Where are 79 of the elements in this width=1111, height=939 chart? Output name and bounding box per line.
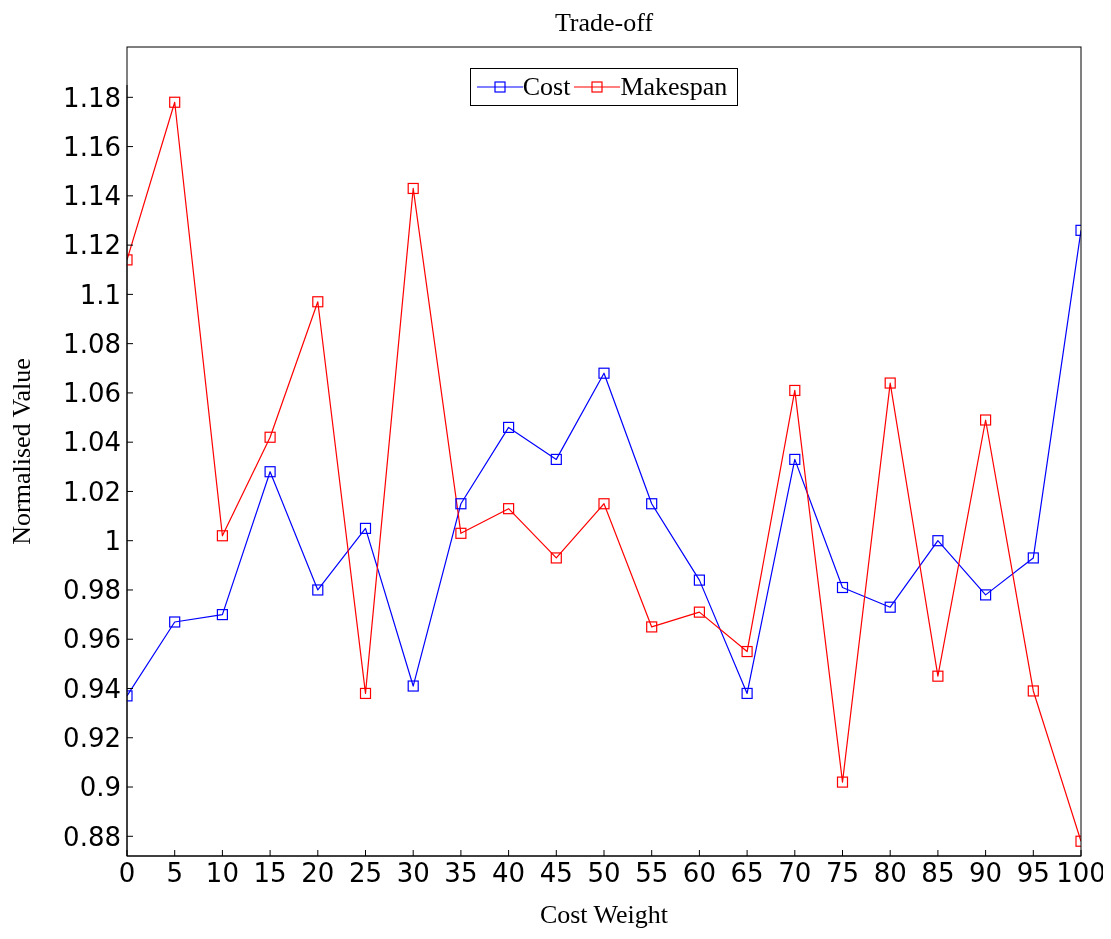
x-tick-label: 70 [778, 858, 812, 889]
y-tick-label: 0.9 [79, 772, 121, 803]
point [550, 453, 562, 466]
point [693, 606, 705, 618]
x-tick-label: 85 [921, 858, 955, 889]
point [312, 296, 324, 308]
point [789, 384, 801, 397]
x-tick-label: 30 [396, 858, 430, 889]
x-tick-label: 0 [118, 858, 136, 889]
y-tick-label: 1.12 [63, 230, 121, 261]
point [598, 367, 610, 379]
x-tick-label: 60 [682, 858, 716, 889]
point [312, 584, 324, 596]
point [1027, 685, 1039, 697]
point [884, 377, 896, 389]
point [598, 498, 610, 510]
point [359, 522, 372, 534]
chart-title: Trade-off [553, 8, 655, 38]
point [980, 414, 992, 426]
x-tick-label: 40 [492, 858, 526, 889]
y-tick-label: 0.96 [63, 624, 121, 655]
point [741, 645, 753, 658]
point [455, 498, 467, 510]
y-tick-label: 1.04 [63, 427, 121, 458]
point [789, 453, 801, 466]
x-tick-label: 50 [587, 858, 621, 889]
point [932, 535, 944, 547]
point [836, 581, 849, 594]
point [1027, 552, 1039, 564]
y-tick-label: 1.06 [63, 378, 121, 409]
point [216, 530, 228, 542]
y-axis-title: Normalised Value [7, 358, 36, 545]
y-tick-label: 0.94 [63, 673, 121, 704]
point [836, 776, 849, 788]
point [503, 503, 515, 515]
y-tick-label: 1.1 [79, 279, 121, 310]
y-tick-label: 1.08 [63, 328, 121, 359]
point [503, 421, 515, 433]
point [169, 96, 181, 108]
point [980, 589, 992, 601]
x-tick-label: 45 [539, 858, 573, 889]
x-tick-label: 75 [825, 858, 860, 889]
point [455, 527, 467, 539]
point [693, 574, 705, 586]
y-tick-label: 1.16 [63, 131, 121, 162]
x-tick-label: 90 [969, 858, 1003, 889]
point [216, 609, 228, 621]
point [407, 182, 419, 195]
x-tick-label: 5 [166, 858, 183, 889]
y-tick-label: 1 [104, 525, 121, 556]
y-tick-label: 0.92 [63, 722, 121, 753]
x-tick-label: 95 [1016, 858, 1050, 889]
x-tick-label: 25 [348, 858, 383, 889]
x-tick-label: 55 [635, 858, 669, 889]
point [646, 621, 658, 633]
legend-label: Makespan [620, 72, 728, 102]
point [932, 670, 944, 682]
x-tick-label: 15 [253, 858, 287, 889]
point [359, 687, 372, 700]
y-tick-label: 1.02 [63, 476, 121, 507]
point [646, 498, 658, 510]
y-tick-label: 0.98 [63, 575, 121, 606]
legend-label: Cost [522, 72, 571, 102]
point [741, 687, 753, 700]
point [264, 466, 276, 478]
point [407, 680, 419, 692]
x-tick-label: 35 [444, 858, 478, 889]
y-tick-label: 1.14 [63, 181, 121, 212]
point [169, 616, 181, 628]
y-tick-label: 1.18 [63, 82, 121, 113]
x-tick-label: 20 [301, 858, 335, 889]
point [550, 552, 562, 564]
x-tick-label: 80 [873, 858, 907, 889]
x-tick-label: 10 [205, 858, 239, 889]
point [264, 431, 276, 443]
y-tick-label: 0.88 [63, 821, 121, 852]
point [884, 601, 896, 613]
x-axis-title: Cost Weight [539, 900, 669, 929]
x-tick-label: 65 [730, 858, 764, 889]
